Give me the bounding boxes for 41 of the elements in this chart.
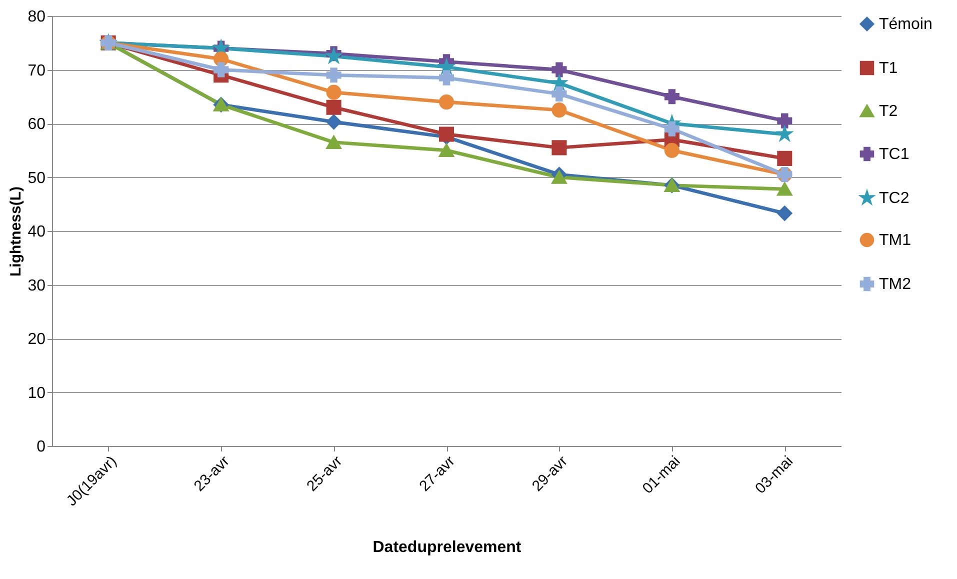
point <box>438 94 454 110</box>
legend-label: Témoin <box>879 16 932 33</box>
point <box>326 136 342 149</box>
y-tick-label: 40 <box>28 224 46 240</box>
y-tick-label: 50 <box>28 170 46 187</box>
point <box>777 150 792 166</box>
point <box>552 102 567 118</box>
point <box>664 121 680 136</box>
legend-label: TM2 <box>879 276 912 293</box>
point <box>438 126 454 142</box>
y-tick-label: 30 <box>28 277 46 294</box>
point <box>438 144 454 158</box>
point <box>326 84 342 100</box>
legend-label: TM1 <box>879 232 912 249</box>
y-tick-label: 0 <box>36 438 46 456</box>
point <box>664 89 680 104</box>
point <box>777 182 792 196</box>
x-axis-title: Dateduprelevement <box>372 538 522 556</box>
point <box>552 62 567 78</box>
point <box>326 114 342 130</box>
point <box>552 140 567 156</box>
point <box>777 113 792 128</box>
point <box>552 170 567 184</box>
point <box>777 126 792 141</box>
y-tick-label: 20 <box>28 331 46 348</box>
y-tick-label: 10 <box>28 384 46 402</box>
point <box>664 142 680 158</box>
point <box>326 100 342 115</box>
legend-label: T1 <box>879 60 898 77</box>
y-tick-label: 60 <box>28 116 46 133</box>
point <box>214 62 229 78</box>
y-tick-label: 80 <box>28 8 46 26</box>
legend-label: TC1 <box>879 146 910 163</box>
y-tick-label: 70 <box>28 62 46 80</box>
point <box>326 68 342 83</box>
y-axis-title: Lightness(L) <box>8 186 25 276</box>
legend-label: T2 <box>879 103 898 120</box>
legend-label: TC2 <box>879 190 910 207</box>
point <box>777 206 792 221</box>
point <box>438 70 454 86</box>
point <box>552 86 567 102</box>
